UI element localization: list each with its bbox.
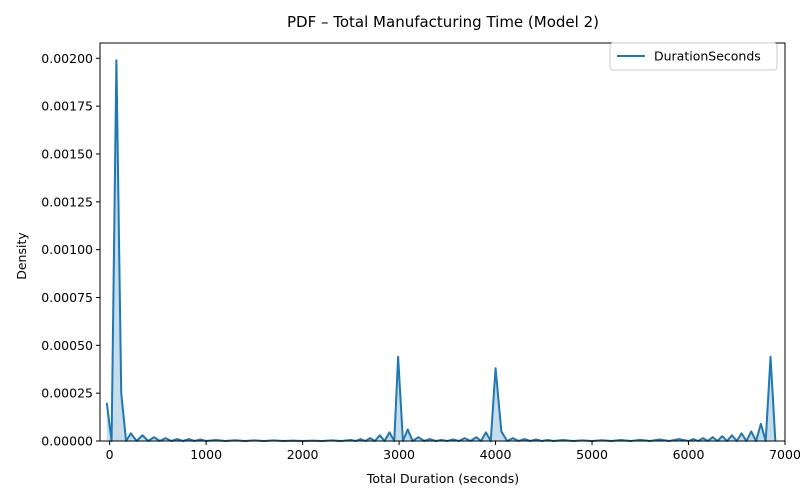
x-tick-label: 4000 xyxy=(480,447,512,462)
y-tick-label: 0.00150 xyxy=(41,146,93,161)
plot-area xyxy=(105,59,777,442)
plot-frame xyxy=(99,42,786,442)
y-tick-label: 0.00175 xyxy=(41,99,93,114)
density-curve-line xyxy=(105,59,777,442)
y-tick-label: 0.00000 xyxy=(41,434,93,449)
x-tick-label: 2000 xyxy=(287,447,319,462)
y-tick-label: 0.00200 xyxy=(41,51,93,66)
y-axis-label: Density xyxy=(14,232,29,280)
x-tick-label: 0 xyxy=(106,447,114,462)
x-tick-label: 6000 xyxy=(673,447,705,462)
x-tick-label: 1000 xyxy=(190,447,222,462)
y-tick-label: 0.00075 xyxy=(41,290,93,305)
y-tick-label: 0.00100 xyxy=(41,242,93,257)
x-axis-label: Total Duration (seconds) xyxy=(366,471,519,486)
chart-title: PDF – Total Manufacturing Time (Model 2) xyxy=(287,13,599,31)
y-tick-label: 0.00025 xyxy=(41,386,93,401)
legend-box xyxy=(609,42,778,71)
x-tick-label: 3000 xyxy=(383,447,415,462)
x-tick-label: 5000 xyxy=(576,447,608,462)
legend: DurationSeconds xyxy=(609,42,778,71)
density-fill-area xyxy=(106,60,776,441)
legend-label: DurationSeconds xyxy=(654,49,761,64)
axes: 0 1000 2000 3000 4000 5000 6000 7000 0.00000 0.00… xyxy=(41,42,800,462)
x-tick-label: 7000 xyxy=(769,447,800,462)
y-tick-label: 0.00125 xyxy=(41,194,93,209)
y-tick-label: 0.00050 xyxy=(41,338,93,353)
